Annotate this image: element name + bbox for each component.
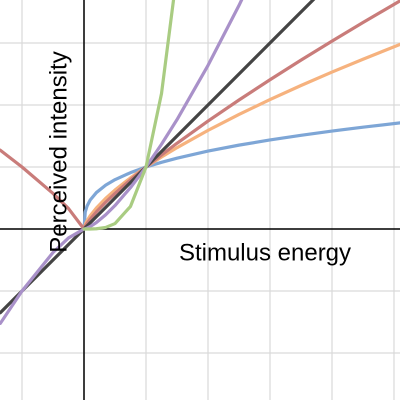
x-axis-label: Stimulus energy xyxy=(179,239,351,266)
curve xyxy=(82,0,176,231)
curves xyxy=(0,0,400,325)
y-axis-label: Perceived intensity xyxy=(45,51,72,252)
curve xyxy=(0,0,244,325)
curve xyxy=(0,0,400,231)
curve xyxy=(82,121,400,231)
curve xyxy=(0,0,316,315)
